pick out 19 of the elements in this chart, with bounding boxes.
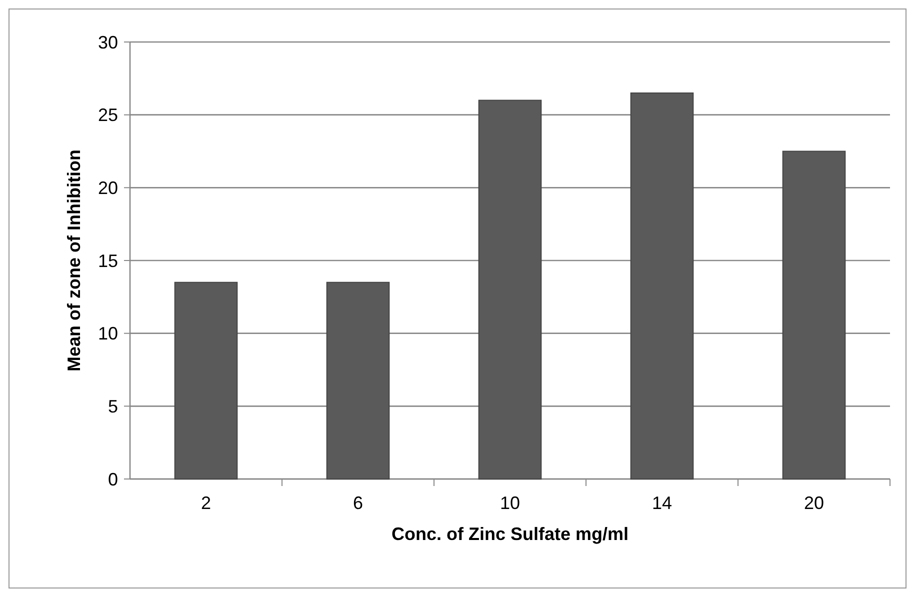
y-tick-label: 20	[98, 178, 118, 198]
x-tick-label: 6	[352, 493, 364, 513]
x-axis-title: Conc. of Zinc Sulfate mg/ml	[391, 524, 629, 544]
x-tick-label: 14	[652, 493, 672, 513]
y-tick-label: 30	[98, 32, 118, 52]
y-tick-label: 10	[98, 324, 118, 344]
y-tick-label: 0	[108, 469, 118, 490]
bar	[782, 150, 846, 480]
y-axis-title: Mean of zone of Inhibition	[64, 150, 84, 372]
bar	[174, 282, 238, 480]
bar	[478, 100, 542, 480]
x-tick-label: 10	[500, 493, 520, 513]
bar	[326, 282, 390, 480]
y-tick-label: 5	[108, 396, 118, 416]
y-tick-label: 15	[98, 250, 118, 271]
bar	[630, 92, 694, 480]
x-tick-label: 20	[804, 493, 824, 513]
y-tick-label: 25	[98, 105, 118, 126]
x-tick-label: 2	[200, 493, 212, 513]
